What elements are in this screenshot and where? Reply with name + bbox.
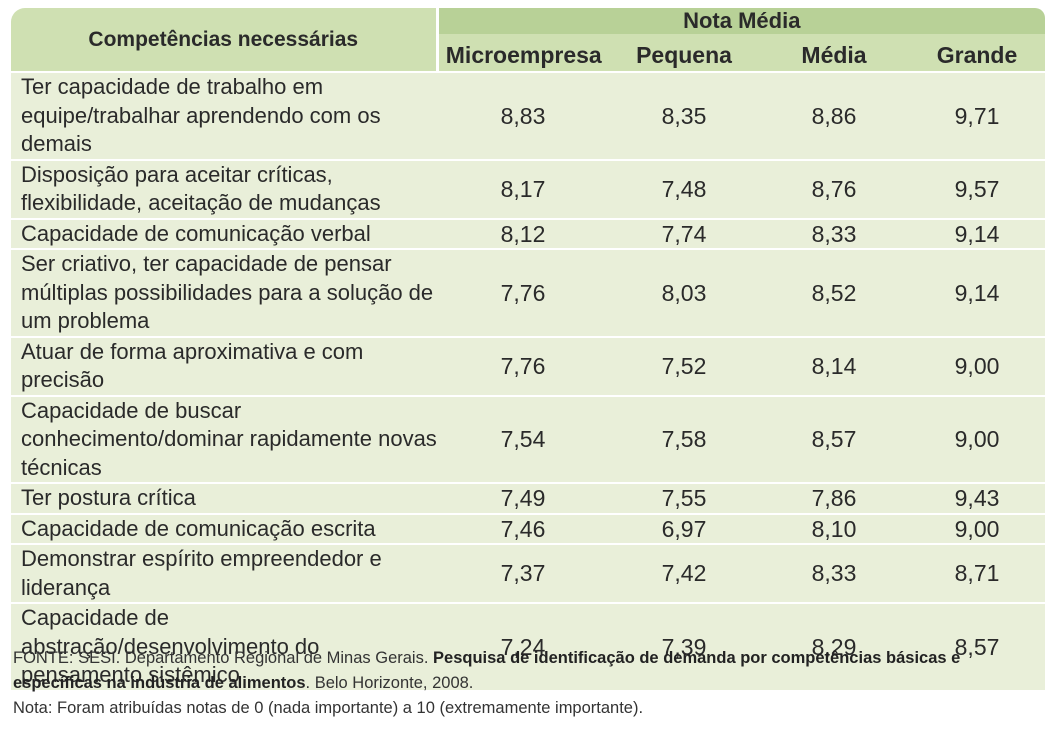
source-note: Nota: Foram atribuídas notas de 0 (nada …	[13, 699, 644, 717]
score-cell: 9,57	[909, 158, 1046, 219]
score-cell: 7,74	[609, 217, 759, 249]
table-row: Ser criativo, ter capacidade de pensar m…	[11, 248, 1046, 337]
competency-label: Capacidade de comunicação escrita	[11, 512, 437, 544]
score-cell: 9,14	[909, 217, 1046, 249]
score-cell: 7,52	[609, 335, 759, 396]
table-row: Capacidade de comunicação escrita 7,46 6…	[11, 512, 1046, 544]
score-cell: 8,33	[759, 543, 909, 603]
score-cell: 6,97	[609, 512, 759, 544]
column-header: Média	[759, 34, 909, 72]
competency-label: Atuar de forma aproximativa e com precis…	[11, 335, 437, 396]
competency-label: Demonstrar espírito empreendedor e lider…	[11, 543, 437, 603]
score-cell: 8,52	[759, 248, 909, 337]
score-cell: 8,57	[759, 394, 909, 483]
score-cell: 8,57	[909, 602, 1046, 690]
score-cell: 7,55	[609, 482, 759, 514]
table-row: Ter capacidade de trabalho em equipe/tra…	[11, 71, 1046, 160]
table-row: Ter postura crítica 7,49 7,55 7,86 9,43	[11, 482, 1046, 514]
competency-label: Capacidade de comunicação verbal	[11, 217, 437, 249]
score-cell: 9,00	[909, 512, 1046, 544]
score-cell: 8,33	[759, 217, 909, 249]
score-cell: 7,58	[609, 394, 759, 483]
table-row: Capacidade de abstração/desenvolvimento …	[11, 602, 1046, 690]
competency-label: Ter capacidade de trabalho em equipe/tra…	[11, 71, 437, 160]
score-cell: 9,00	[909, 394, 1046, 483]
score-cell: 8,86	[759, 71, 909, 160]
table-body: Ter capacidade de trabalho em equipe/tra…	[11, 71, 1046, 690]
competency-label: Capacidade de buscar conhecimento/domina…	[11, 394, 437, 483]
competency-label: Capacidade de abstração/desenvolvimento …	[11, 602, 437, 690]
header-competencies: Competências necessárias	[11, 8, 439, 72]
score-cell: 8,14	[759, 335, 909, 396]
score-cell: 7,37	[437, 543, 609, 603]
competency-label: Ter postura crítica	[11, 482, 437, 514]
score-cell: 7,76	[437, 335, 609, 396]
competencies-table: Competências necessárias Nota Média Micr…	[11, 8, 1046, 690]
table-row: Capacidade de comunicação verbal 8,12 7,…	[11, 217, 1046, 249]
score-cell: 7,46	[437, 512, 609, 544]
score-cell: 7,24	[437, 602, 609, 690]
header-nota-media: Nota Média	[437, 8, 1046, 34]
score-cell: 8,71	[909, 543, 1046, 603]
table-row: Demonstrar espírito empreendedor e lider…	[11, 543, 1046, 603]
score-cell: 8,83	[437, 71, 609, 160]
score-cell: 8,10	[759, 512, 909, 544]
score-cell: 8,17	[437, 158, 609, 219]
score-cell: 7,86	[759, 482, 909, 514]
score-cell: 7,76	[437, 248, 609, 337]
score-cell: 9,71	[909, 71, 1046, 160]
source-suffix: . Belo Horizonte, 2008.	[305, 674, 474, 692]
competency-label: Ser criativo, ter capacidade de pensar m…	[11, 248, 437, 337]
source-title: Pesquisa de identificação de demanda por…	[13, 649, 961, 692]
table-row: Capacidade de buscar conhecimento/domina…	[11, 394, 1046, 483]
source-prefix: FONTE: SESI. Departamento Regional de Mi…	[13, 649, 429, 667]
source-caption: FONTE: SESI. Departamento Regional de Mi…	[13, 646, 1048, 721]
score-cell: 7,42	[609, 543, 759, 603]
table-row: Disposição para aceitar críticas, flexib…	[11, 158, 1046, 219]
source-citation: FONTE: SESI. Departamento Regional de Mi…	[13, 646, 1048, 696]
score-cell: 9,14	[909, 248, 1046, 337]
column-header: Pequena	[609, 34, 759, 72]
score-cell: 7,49	[437, 482, 609, 514]
column-header: Microempresa	[437, 34, 609, 72]
table-row: Atuar de forma aproximativa e com precis…	[11, 335, 1046, 396]
score-cell: 7,39	[609, 602, 759, 690]
score-cell: 8,12	[437, 217, 609, 249]
score-cell: 8,35	[609, 71, 759, 160]
score-cell: 8,76	[759, 158, 909, 219]
score-cell: 9,00	[909, 335, 1046, 396]
column-header: Grande	[909, 34, 1046, 72]
score-cell: 7,48	[609, 158, 759, 219]
score-cell: 8,29	[759, 602, 909, 690]
score-cell: 7,54	[437, 394, 609, 483]
score-cell: 8,03	[609, 248, 759, 337]
table-header: Competências necessárias Nota Média Micr…	[11, 8, 1046, 72]
score-cell: 9,43	[909, 482, 1046, 514]
competency-label: Disposição para aceitar críticas, flexib…	[11, 158, 437, 219]
